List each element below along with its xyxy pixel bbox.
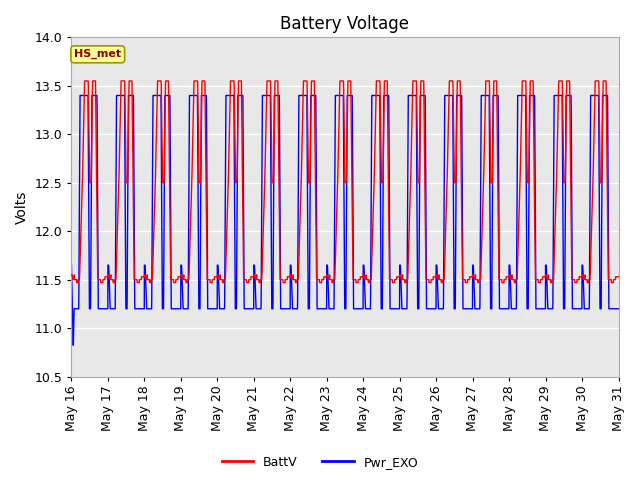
Text: HS_met: HS_met	[74, 49, 122, 60]
Y-axis label: Volts: Volts	[15, 190, 29, 224]
Legend: BattV, Pwr_EXO: BattV, Pwr_EXO	[216, 451, 424, 474]
Title: Battery Voltage: Battery Voltage	[280, 15, 410, 33]
